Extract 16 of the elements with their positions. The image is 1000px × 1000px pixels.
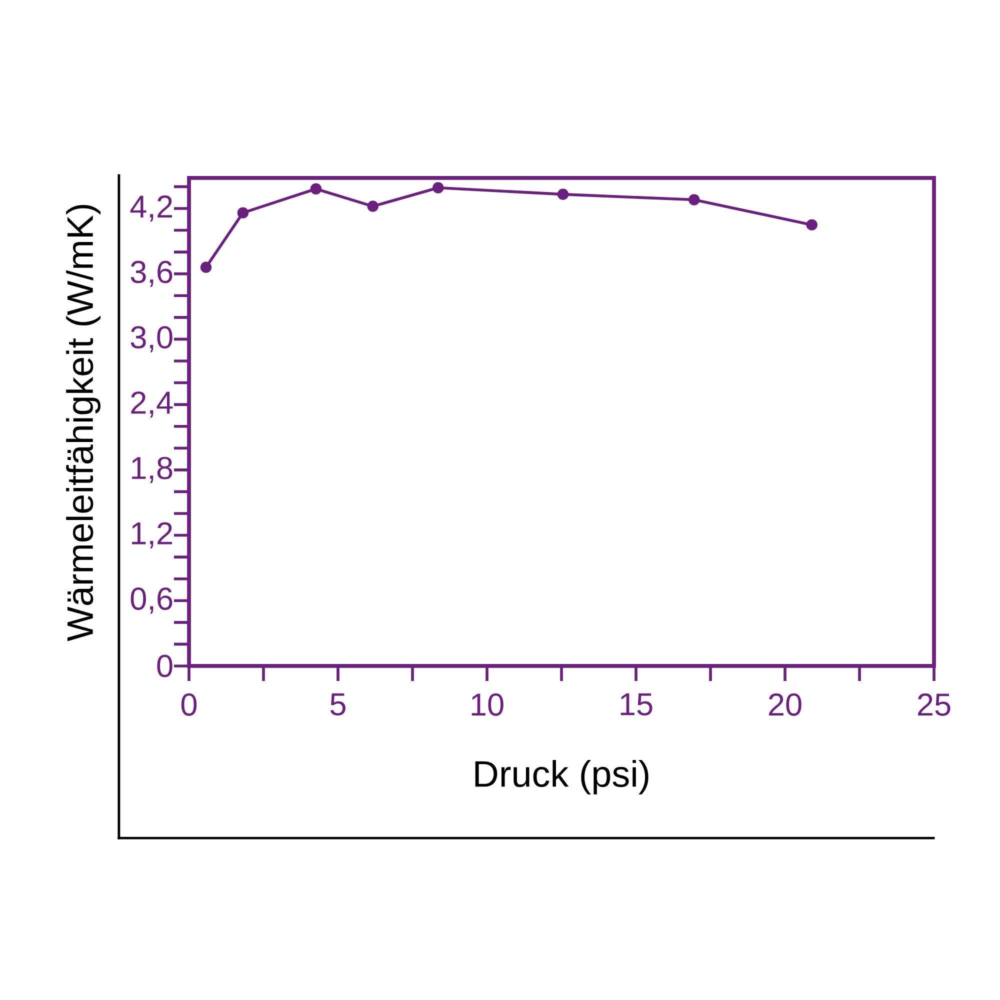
- y-tick-label: 3,6: [130, 260, 172, 287]
- x-tick-label: 15: [620, 693, 652, 716]
- y-tick-label: 0: [157, 654, 172, 678]
- y-tick-label: 3,0: [130, 326, 172, 352]
- y-tick-label: 2,4: [131, 391, 173, 418]
- y-axis-title: Wärmeleitfähigkeit (W/mK): [66, 204, 100, 642]
- y-tick-label: 1,2: [132, 522, 172, 548]
- y-tick-label: 0,6: [130, 588, 172, 614]
- x-tick-label: 20: [769, 693, 802, 716]
- x-axis-title: Druck (psi): [475, 760, 648, 794]
- x-tick-label: 25: [918, 693, 950, 716]
- y-tick-label: 4,2: [130, 195, 172, 222]
- x-tick-label: 10: [472, 693, 504, 716]
- x-tick-label: 5: [330, 693, 346, 716]
- x-tick-label: 0: [181, 693, 197, 716]
- y-tick-label: 1,8: [132, 456, 172, 483]
